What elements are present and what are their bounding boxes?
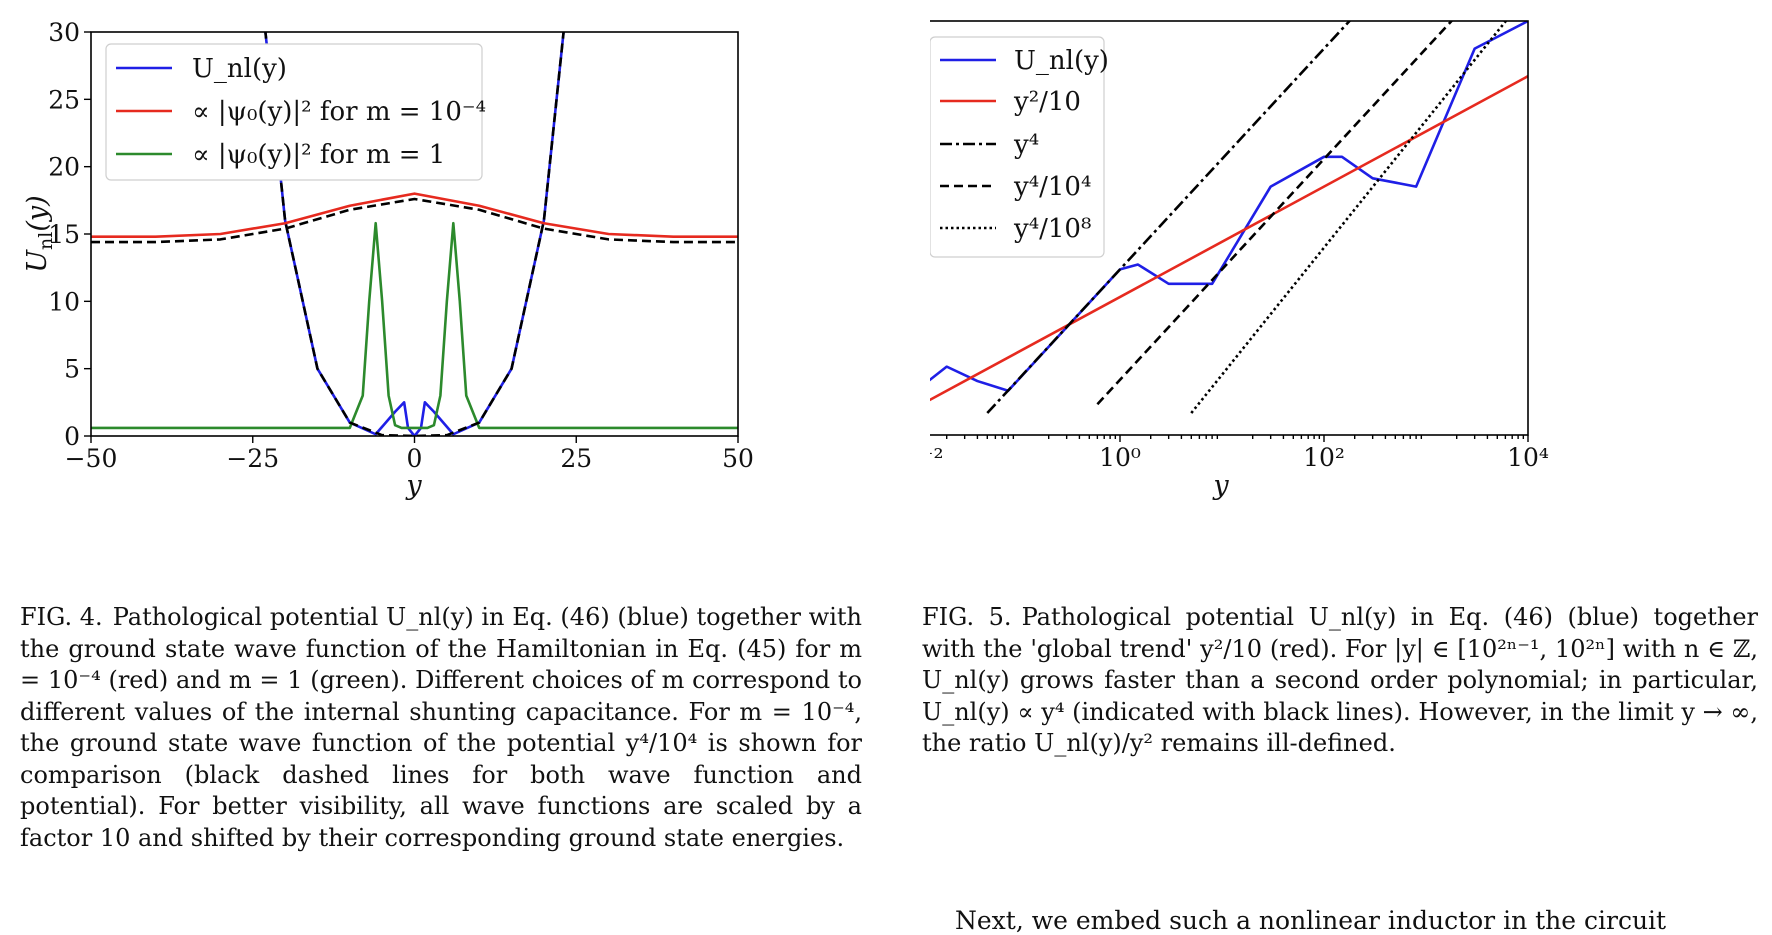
fig4-caption-text: Pathological potential U_nl(y) in Eq. (4… (20, 603, 862, 852)
fig4-ytick-label: 20 (48, 153, 80, 182)
fig4-xlabel: y (405, 470, 422, 501)
fig5-caption-text: Pathological potential U_nl(y) in Eq. (4… (922, 603, 1758, 757)
fig4-xtick-label: 0 (407, 444, 423, 473)
fig5-axes-frame (930, 20, 1529, 436)
fig5-legend-4: y⁴/10⁴ (1013, 172, 1091, 202)
fig5-ticks: 10⁻²10⁰10²10⁴10⁻⁴10⁰10⁴10⁸ (930, 435, 1549, 472)
fig4-ytick-label: 30 (48, 18, 80, 47)
fig4-xtick-label: 50 (722, 444, 754, 473)
fig4-ytick-label: 25 (48, 85, 80, 114)
fig4-ytick-label: 0 (64, 422, 80, 451)
fig5-legend-2: y²/10 (1013, 87, 1081, 117)
fig4-series-3 (91, 197, 738, 244)
fig5-legend: U_nl(y) y²/10 y⁴ y⁴/10⁴ y⁴/10⁸ (930, 36, 1109, 258)
fig4-ylabel: Unl(y) (22, 195, 57, 272)
fig4-plot-area (91, 32, 738, 436)
figure-4: −50 −25 0 25 50 0 5 10 15 20 25 30 y Unl(y) U_nl(y)… (22, 18, 754, 501)
fig4-caption-label: FIG. 4. (20, 603, 103, 631)
fig4-xtick-label: −25 (226, 444, 279, 473)
fig4-legend-3: ∝ |ψ₀(y)|² for m = 1 (192, 140, 445, 170)
fig4-legend-1: U_nl(y) (192, 54, 287, 84)
fig4-legend: U_nl(y) ∝ |ψ₀(y)|² for m = 10⁻⁴ ∝ |ψ₀(y)… (105, 43, 486, 181)
figure-5: 10⁻²10⁰10²10⁴10⁻⁴10⁰10⁴10⁸ y Unl(y) U_nl… (930, 20, 1549, 501)
fig5-series-0 (930, 21, 1528, 393)
fig5-legend-1: U_nl(y) (1014, 46, 1109, 76)
fig4-ytick-label: 15 (48, 220, 80, 249)
fig5-xtick-label: 10⁰ (1099, 443, 1141, 472)
fig5-xtick-label: 10⁴ (1507, 443, 1549, 472)
fig5-series-1 (930, 75, 1528, 402)
fig4-series-1 (91, 192, 738, 238)
fig5-legend-5: y⁴/10⁸ (1013, 214, 1091, 244)
fig4-xtick-label: −50 (65, 444, 118, 473)
fig5-caption-label: FIG. 5. (922, 603, 1012, 631)
fig4-xtick-label: 25 (560, 444, 592, 473)
fig5-xlabel: y (1212, 470, 1229, 501)
fig5-series-3 (1096, 21, 1454, 406)
body-paragraph-start: Next, we embed such a nonlinear inductor… (955, 906, 1667, 935)
fig4-series-2 (91, 221, 738, 430)
fig4-ytick-label: 5 (64, 355, 80, 384)
fig4-ticks: −50 −25 0 25 50 0 5 10 15 20 25 30 (48, 18, 754, 473)
fig4-ytick-label: 10 (48, 287, 80, 316)
fig4-caption: FIG. 4. Pathological potential U_nl(y) in… (20, 602, 862, 854)
fig5-xtick-label: 10⁻² (930, 443, 944, 472)
fig4-legend-2: ∝ |ψ₀(y)|² for m = 10⁻⁴ (192, 97, 486, 127)
fig5-xtick-label: 10² (1303, 443, 1345, 472)
fig5-legend-3: y⁴ (1013, 130, 1039, 160)
fig5-series-2 (986, 21, 1352, 414)
fig5-series-4 (1190, 21, 1508, 414)
fig5-plot-area (930, 21, 1528, 414)
fig5-caption: FIG. 5. Pathological potential U_nl(y) in… (922, 602, 1758, 760)
